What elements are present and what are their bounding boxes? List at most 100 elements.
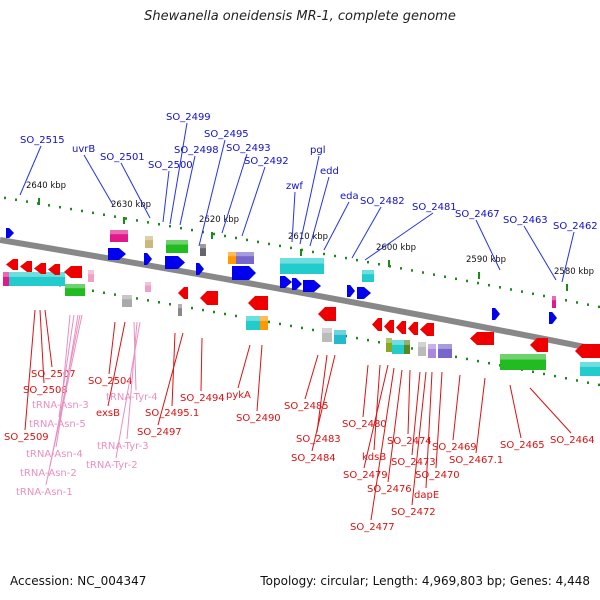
tick-dot — [433, 273, 435, 276]
reverse-gene-arrow — [248, 296, 268, 310]
gene-label: SO_2515 — [20, 135, 65, 146]
tick-label: 2610 kbp — [288, 232, 328, 242]
forward-gene-arrow — [144, 253, 152, 265]
tick-label: 2590 kbp — [466, 255, 506, 265]
tick-dot — [356, 258, 358, 262]
tick-dot — [312, 250, 314, 254]
leader-line — [237, 344, 251, 389]
feature-block — [145, 282, 151, 292]
leader-line — [407, 369, 411, 435]
feature-block-highlight — [418, 342, 426, 347]
feature-block — [322, 328, 332, 342]
leader-line — [561, 231, 575, 283]
feature-block-highlight — [334, 330, 346, 335]
tick-dot — [455, 355, 457, 359]
tick-dot — [103, 213, 105, 216]
leader-line — [411, 371, 421, 456]
gene-label: SO_2465 — [500, 440, 545, 451]
reverse-gene-arrow — [396, 321, 406, 334]
trna-label: tRNA-Asn-1 — [16, 487, 73, 498]
tick-dot — [367, 338, 369, 342]
gene-label: SO_2485 — [284, 401, 329, 412]
map-title: Shewanella oneidensis MR-1, complete gen… — [144, 9, 456, 24]
gene-label: SO_2472 — [391, 507, 436, 518]
tick-dot — [4, 196, 6, 200]
feature-block-highlight — [392, 340, 404, 345]
leader-line — [44, 309, 53, 368]
feature-block — [228, 252, 236, 264]
tick-dot — [213, 310, 215, 314]
tick-dot — [147, 299, 149, 302]
tick-dot — [246, 238, 248, 242]
tick-dot — [70, 207, 72, 211]
gene-label: SO_2462 — [553, 221, 598, 232]
tick-dot — [455, 277, 457, 281]
genome-backbone — [0, 237, 600, 353]
tick-dot — [268, 320, 270, 324]
tick-dot — [598, 383, 600, 387]
leader-line — [311, 354, 336, 452]
tick-label: 2600 kbp — [376, 243, 416, 253]
feature-block — [580, 362, 600, 376]
trna-label: tRNA-Asn-5 — [29, 419, 86, 430]
tick-dot — [202, 230, 204, 234]
reverse-gene-arrow — [530, 338, 548, 352]
gene-label: SO_2476 — [367, 484, 412, 495]
forward-gene-arrow — [357, 287, 371, 299]
leader-line — [364, 212, 434, 261]
leader-line — [24, 309, 36, 431]
tick-major — [478, 272, 480, 279]
gene-label: SO_2467.1 — [449, 455, 503, 466]
tick-dot — [114, 293, 116, 296]
feature-block-highlight — [500, 354, 546, 360]
feature-block — [3, 272, 65, 286]
tick-label: 2580 kbp — [554, 267, 594, 277]
feature-block-highlight — [404, 340, 410, 345]
reverse-gene-arrow — [178, 287, 188, 299]
leader-line — [126, 321, 138, 440]
gene-label: edd — [320, 166, 339, 177]
reverse-gene-arrow — [408, 322, 418, 335]
leader-line — [425, 371, 433, 489]
feature-block — [200, 244, 206, 256]
tick-dot — [576, 379, 578, 382]
gene-label: SO_2490 — [236, 413, 281, 424]
reverse-gene-arrow — [470, 332, 494, 345]
gene-label: SO_2501 — [100, 152, 145, 163]
feature-block — [386, 338, 392, 352]
leader-line — [435, 371, 443, 469]
leader-line — [299, 155, 320, 245]
gene-label: pgl — [310, 145, 325, 156]
feature-block — [280, 258, 324, 274]
gene-label: kdsB — [362, 452, 386, 463]
tick-label: 2620 kbp — [199, 215, 239, 225]
leader-line — [370, 367, 395, 521]
gene-label: SO_2483 — [296, 434, 341, 445]
tick-dot — [411, 347, 413, 350]
reverse-gene-arrow — [200, 291, 218, 305]
gene-label: SO_2509 — [4, 432, 49, 443]
leader-line — [523, 225, 557, 281]
tick-dot — [48, 204, 50, 207]
forward-gene-arrow — [196, 263, 204, 275]
tick-dot — [532, 370, 534, 374]
feature-block — [552, 296, 556, 308]
feature-block — [500, 354, 546, 370]
reverse-gene-arrow — [20, 261, 32, 272]
tick-major — [300, 249, 302, 256]
leader-line — [362, 364, 369, 418]
feature-block-highlight — [166, 240, 188, 245]
feature-block-highlight — [260, 316, 268, 321]
feature-block — [362, 270, 374, 282]
tick-major — [38, 198, 40, 205]
feature-block — [166, 240, 188, 253]
reverse-gene-arrow — [384, 320, 394, 333]
tick-dot — [356, 336, 358, 340]
feature-block-highlight — [228, 252, 236, 257]
tick-dot — [81, 209, 83, 213]
reverse-gene-arrow — [575, 344, 600, 358]
tick-dot — [235, 236, 237, 240]
feature-block-highlight — [280, 258, 324, 264]
